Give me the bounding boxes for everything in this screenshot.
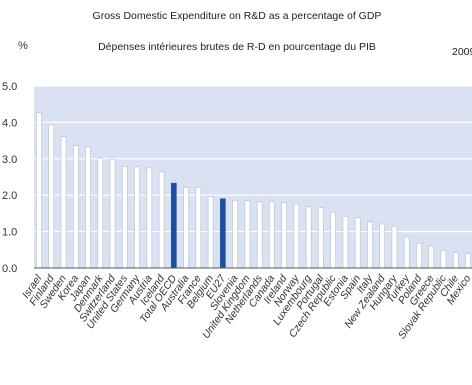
y-tick-label: 2.0: [2, 190, 17, 202]
bar-ireland: [281, 202, 287, 269]
bar-france: [195, 187, 202, 269]
bar-poland: [416, 242, 422, 269]
bar-denmark: [97, 157, 104, 269]
y-axis-unit: %: [18, 40, 28, 52]
bar-slovenia: [232, 200, 238, 269]
bar-iceland: [158, 171, 165, 269]
bar-luxembourg: [305, 206, 312, 269]
bar-united-kingdom: [244, 200, 251, 269]
bar-sweden: [60, 136, 67, 269]
y-tick-label: 3.0: [2, 154, 17, 166]
bar-spain: [354, 217, 361, 269]
plot-area: [34, 86, 472, 268]
bar-japan: [85, 146, 91, 269]
y-axis-ticks: 0.0 1.0 2.0 3.0 4.0 5.0: [2, 81, 17, 275]
bar-czech-republic: [330, 212, 336, 269]
bar-finland: [48, 124, 55, 269]
bar-norway: [293, 203, 300, 269]
bar-switzerland: [109, 158, 116, 269]
bar-belgium: [207, 196, 214, 269]
x-axis-labels: IsraelFinlandSwedenKoreaJapanDenmarkSwit…: [20, 272, 472, 342]
bar-new-zealand: [379, 223, 386, 269]
bar-turkey: [403, 236, 410, 269]
chart-title: Gross Domestic Expenditure on R&D as a p…: [93, 10, 382, 22]
bar-total-oecd: [171, 182, 177, 269]
gridlines: [34, 85, 472, 233]
bar-greece: [428, 245, 435, 269]
bar-israel: [36, 112, 42, 269]
bar-germany: [134, 166, 140, 269]
chart-subtitle: Dépenses intérieures brutes de R-D en po…: [98, 41, 376, 53]
bar-united-states: [122, 166, 128, 269]
bar-eu27: [220, 198, 226, 269]
y-tick-label: 5.0: [2, 81, 17, 93]
bar-netherlands: [256, 201, 263, 269]
year-label: 2009: [452, 46, 472, 58]
bar-mexico: [465, 253, 471, 269]
bar-hungary: [391, 225, 398, 269]
bar-canada: [269, 201, 275, 269]
y-tick-label: 4.0: [2, 117, 17, 129]
y-tick-label: 1.0: [2, 227, 17, 239]
bar-austria: [146, 167, 153, 269]
bar-australia: [183, 187, 189, 269]
bar-portugal: [318, 207, 324, 269]
bar-chile: [452, 252, 459, 269]
bar-italy: [367, 221, 373, 269]
bar-estonia: [342, 216, 349, 269]
bar-slovak-republic: [440, 250, 447, 269]
y-tick-label: 0.0: [2, 263, 17, 275]
bar-korea: [72, 145, 79, 269]
